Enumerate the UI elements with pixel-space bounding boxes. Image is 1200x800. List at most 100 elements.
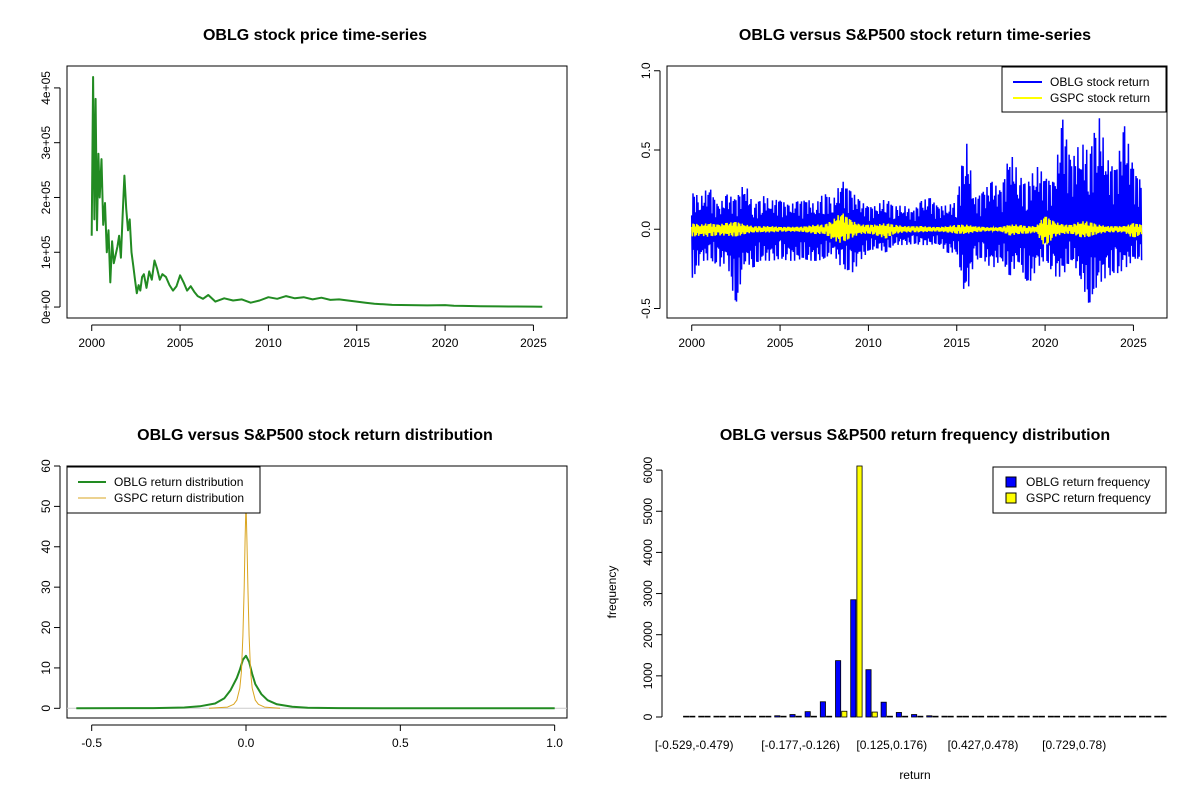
histogram-bar-oblg xyxy=(1154,715,1161,718)
histogram-bar-gspc xyxy=(917,715,924,718)
density-series-line-oblg xyxy=(76,654,555,710)
price-y-tick-label: 4e+05 xyxy=(39,71,53,105)
price-series-line xyxy=(90,76,543,308)
histogram-x-tick-label: [0.125,0.176) xyxy=(856,738,927,752)
price-x-tick-label: 2005 xyxy=(167,336,194,350)
histogram-y-tick-label: 5000 xyxy=(641,498,655,525)
returns-legend-box xyxy=(1001,66,1167,113)
histogram-bar-gspc xyxy=(810,715,817,718)
histogram-axis-ticks: 0 1000 2000 3000 4000 5000 6000 [-0.529,-0.479)… xyxy=(641,456,1106,752)
returns-legend: OBLG stock return GSPC stock return xyxy=(1001,66,1167,113)
density-y-tick-label: 40 xyxy=(39,540,53,554)
histogram-bar-oblg xyxy=(1032,715,1039,718)
histogram-bar-gspc xyxy=(978,715,985,718)
histogram-xlabel: return xyxy=(899,768,930,782)
histogram-bar-oblg xyxy=(911,714,918,718)
histogram-bar-oblg xyxy=(728,715,735,718)
histogram-bar-gspc xyxy=(1008,715,1015,718)
histogram-bar-oblg xyxy=(1078,715,1085,718)
density-legend-label-oblg: OBLG return distribution xyxy=(114,475,243,489)
density-panel: OBLG versus S&P500 stock return distribu… xyxy=(39,427,568,750)
histogram-bar-gspc xyxy=(1160,715,1167,718)
histogram-bar-gspc xyxy=(795,715,802,718)
histogram-bar-gspc xyxy=(1130,715,1137,718)
price-y-tick-label: 0e+00 xyxy=(39,290,53,324)
histogram-bar-oblg xyxy=(850,599,857,718)
histogram-bar-gspc xyxy=(1084,715,1091,718)
histogram-bar-oblg xyxy=(698,715,705,718)
returns-panel: OBLG versus S&P500 stock return time-ser… xyxy=(639,27,1168,350)
histogram-legend: OBLG return frequency GSPC return freque… xyxy=(992,466,1167,514)
histogram-bar-gspc xyxy=(734,715,741,718)
density-series-line-gspc xyxy=(208,505,281,709)
histogram-legend-label-oblg: OBLG return frequency xyxy=(1026,475,1150,489)
density-x-tick-label: 0.5 xyxy=(392,736,409,750)
returns-y-tick-label: -0.5 xyxy=(639,298,653,319)
histogram-bar-gspc xyxy=(704,715,711,718)
density-y-tick-label: 30 xyxy=(39,580,53,594)
histogram-x-tick-label: [-0.529,-0.479) xyxy=(655,738,734,752)
returns-x-tick-label: 2025 xyxy=(1120,336,1147,350)
returns-x-tick-label: 2000 xyxy=(678,336,705,350)
returns-x-tick-label: 2010 xyxy=(855,336,882,350)
density-x-tick-label: -0.5 xyxy=(81,736,102,750)
histogram-y-tick-label: 1000 xyxy=(641,662,655,689)
density-x-tick-label: 0.0 xyxy=(238,736,255,750)
histogram-bar-gspc xyxy=(750,715,757,718)
histogram-bar-gspc xyxy=(826,715,833,718)
price-y-tick-label: 2e+05 xyxy=(39,180,53,214)
histogram-x-tick-label: [0.427,0.478) xyxy=(948,738,1019,752)
histogram-bar-gspc xyxy=(871,711,878,718)
density-y-tick-label: 10 xyxy=(39,661,53,675)
histogram-bar-oblg xyxy=(713,715,720,718)
price-series xyxy=(90,76,543,308)
histogram-bar-oblg xyxy=(835,660,842,718)
histogram-bar-gspc xyxy=(689,715,696,718)
price-x-tick-label: 2025 xyxy=(520,336,547,350)
density-title: OBLG versus S&P500 stock return distribu… xyxy=(137,427,493,444)
price-x-tick-label: 2000 xyxy=(78,336,105,350)
histogram-panel: OBLG versus S&P500 return frequency dist… xyxy=(605,427,1167,782)
histogram-legend-box xyxy=(992,466,1167,514)
density-legend-label-gspc: GSPC return distribution xyxy=(114,491,244,505)
histogram-bar-gspc xyxy=(902,715,909,718)
returns-legend-label-oblg: OBLG stock return xyxy=(1050,75,1149,89)
histogram-bar-oblg xyxy=(926,715,933,718)
density-series xyxy=(67,505,567,710)
density-y-tick-label: 20 xyxy=(39,621,53,635)
returns-series-line-gspc xyxy=(690,213,1143,245)
histogram-bar-gspc xyxy=(993,715,1000,718)
density-y-tick-label: 60 xyxy=(39,459,53,473)
histogram-bar-gspc xyxy=(1099,715,1106,718)
density-y-tick-label: 50 xyxy=(39,499,53,513)
histogram-bar-oblg xyxy=(1123,715,1130,718)
price-x-tick-label: 2015 xyxy=(343,336,370,350)
histogram-bar-gspc xyxy=(886,715,893,718)
histogram-bar-gspc xyxy=(962,715,969,718)
price-title: OBLG stock price time-series xyxy=(203,27,427,44)
returns-x-tick-label: 2020 xyxy=(1032,336,1059,350)
histogram-bar-gspc xyxy=(1145,715,1152,718)
density-legend-box xyxy=(66,466,261,514)
histogram-bar-oblg xyxy=(774,715,781,718)
histogram-y-tick-label: 2000 xyxy=(641,621,655,648)
price-plot-frame xyxy=(66,65,568,319)
returns-x-tick-label: 2005 xyxy=(767,336,794,350)
price-x-tick-label: 2010 xyxy=(255,336,282,350)
histogram-bar-oblg xyxy=(1093,715,1100,718)
histogram-bar-oblg xyxy=(1047,715,1054,718)
histogram-bar-gspc xyxy=(1054,715,1061,718)
histogram-bar-oblg xyxy=(1139,715,1146,718)
price-axis-ticks: 2000 2005 2010 2015 2020 2025 0e+00 1e+05 2e+05 3… xyxy=(39,71,547,350)
histogram-bar-oblg xyxy=(880,701,887,718)
histogram-bar-gspc xyxy=(719,715,726,718)
histogram-bar-oblg xyxy=(1002,715,1009,718)
histogram-bar-gspc xyxy=(765,715,772,718)
histogram-bar-oblg xyxy=(683,715,690,718)
returns-y-tick-label: 0.0 xyxy=(639,221,653,238)
histogram-bar-gspc xyxy=(856,465,863,718)
histogram-bar-oblg xyxy=(1017,715,1024,718)
histogram-bar-oblg xyxy=(941,715,948,718)
histogram-bar-gspc xyxy=(932,715,939,718)
